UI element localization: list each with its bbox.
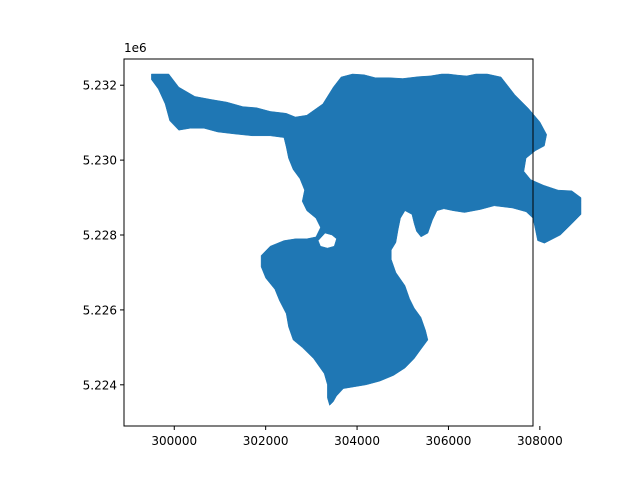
axes-frame (123, 58, 534, 427)
x-tick-label: 304000 (334, 434, 380, 448)
y-tick-label: 5.224 (83, 378, 117, 392)
x-tick-label: 300000 (151, 434, 197, 448)
y-axis-ticks: 5.224 5.226 5.228 5.230 5.232 (83, 79, 124, 392)
y-tick-label: 5.230 (83, 154, 117, 168)
y-tick-label: 5.226 (83, 303, 117, 317)
x-axis-ticks: 300000 302000 304000 306000 308000 (151, 426, 563, 448)
y-offset-label: 1e6 (124, 41, 147, 55)
y-tick-label: 5.232 (83, 79, 117, 93)
y-tick-label: 5.228 (83, 229, 117, 243)
map-region (151, 73, 582, 406)
x-tick-label: 306000 (426, 434, 472, 448)
x-tick-label: 302000 (243, 434, 289, 448)
region-polygon (151, 73, 582, 406)
x-tick-label: 308000 (517, 434, 563, 448)
